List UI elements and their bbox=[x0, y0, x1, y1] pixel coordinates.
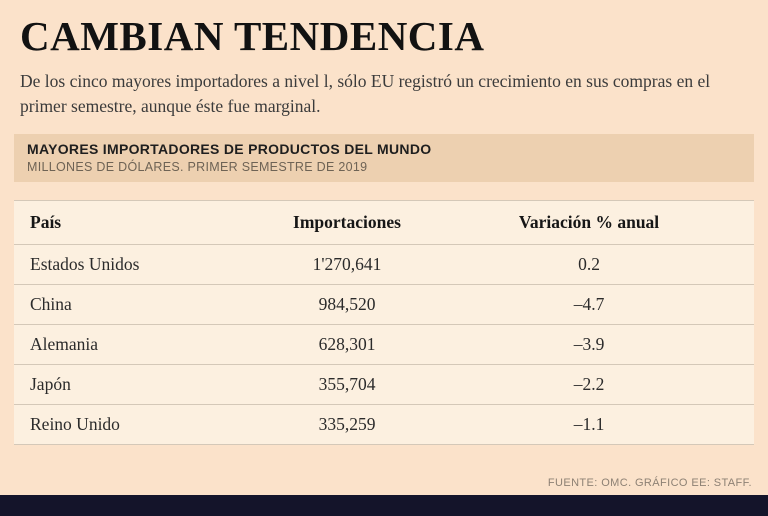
cell-importaciones: 355,704 bbox=[318, 374, 376, 394]
chart-title: MAYORES IMPORTADORES DE PRODUCTOS DEL MU… bbox=[27, 141, 432, 157]
importers-table: País Importaciones Variación % anual Est… bbox=[14, 200, 754, 445]
table-row: Reino Unido 335,259 –1.1 bbox=[14, 405, 754, 445]
cell-importaciones: 984,520 bbox=[318, 294, 376, 314]
bottom-bar bbox=[0, 495, 768, 516]
column-header-importaciones: Importaciones bbox=[293, 212, 401, 232]
chart-subtitle: MILLONES DE DÓLARES. PRIMER SEMESTRE DE … bbox=[27, 160, 368, 174]
cell-importaciones: 1'270,641 bbox=[312, 254, 382, 274]
column-header-variacion: Variación % anual bbox=[518, 212, 660, 232]
page-title: CAMBIAN TENDENCIA bbox=[20, 13, 485, 59]
cell-pais: Alemania bbox=[30, 334, 99, 354]
cell-variacion: –4.7 bbox=[573, 294, 605, 314]
chart-header-band: MAYORES IMPORTADORES DE PRODUCTOS DEL MU… bbox=[14, 134, 754, 182]
cell-pais: Reino Unido bbox=[30, 414, 120, 434]
table-row: Estados Unidos 1'270,641 0.2 bbox=[14, 245, 754, 285]
cell-pais: China bbox=[30, 294, 72, 314]
cell-importaciones: 628,301 bbox=[318, 334, 376, 354]
cell-variacion: –3.9 bbox=[573, 334, 605, 354]
source-credit: FUENTE: OMC. GRÁFICO EE: STAFF. bbox=[547, 477, 752, 489]
page-subtitle: De los cinco mayores importadores a nive… bbox=[20, 71, 711, 116]
table-header-row: País Importaciones Variación % anual bbox=[14, 201, 754, 245]
cell-variacion: –1.1 bbox=[573, 414, 605, 434]
table-row: Alemania 628,301 –3.9 bbox=[14, 325, 754, 365]
table-row: China 984,520 –4.7 bbox=[14, 285, 754, 325]
cell-variacion: –2.2 bbox=[573, 374, 605, 394]
cell-pais: Japón bbox=[30, 374, 71, 394]
cell-pais: Estados Unidos bbox=[30, 254, 140, 274]
column-header-pais: País bbox=[30, 212, 62, 232]
table-row: Japón 355,704 –2.2 bbox=[14, 365, 754, 405]
cell-variacion: 0.2 bbox=[578, 254, 600, 274]
cell-importaciones: 335,259 bbox=[318, 414, 376, 434]
